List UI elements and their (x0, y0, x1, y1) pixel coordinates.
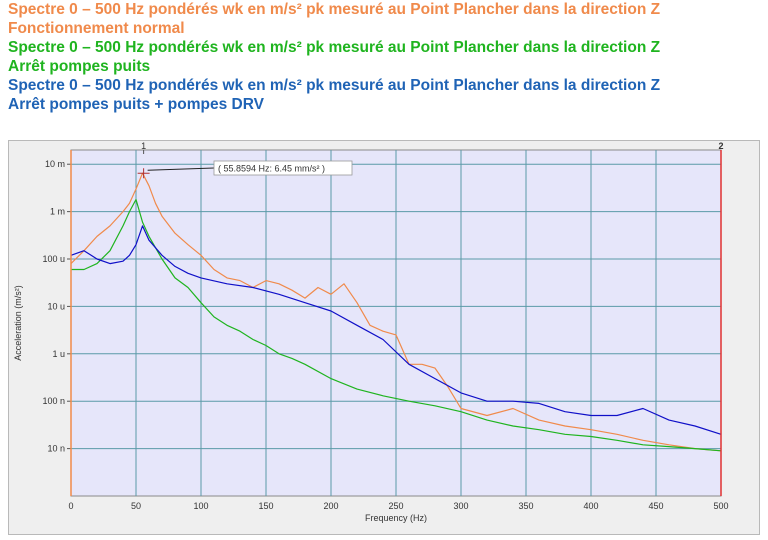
y-tick-label: 1 u (52, 349, 65, 359)
y-tick-label: 10 u (47, 301, 65, 311)
annotation-text: ( 55.8594 Hz: 6.45 mm/s² ) (218, 164, 325, 174)
x-tick-label: 200 (323, 501, 338, 511)
annotation-box (213, 160, 353, 176)
y-tick-label: 1 m (50, 207, 65, 217)
x-tick-label: 250 (388, 501, 403, 511)
annotation-leader (147, 167, 215, 171)
x-tick-label: 100 (193, 501, 208, 511)
y-axis-title: Acceleration (m/s²) (13, 285, 23, 361)
chart-titles: Spectre 0 – 500 Hz pondérés wk en m/s² p… (8, 0, 768, 114)
series-line-1 (71, 198, 722, 452)
title-pumps-off-line1: Spectre 0 – 500 Hz pondérés wk en m/s² p… (8, 39, 661, 56)
y-tick-label: 10 n (47, 444, 65, 454)
x-tick-label: 50 (131, 501, 141, 511)
x-axis-title: Frequency (Hz) (365, 513, 427, 523)
x-tick-label: 150 (258, 501, 273, 511)
x-tick-label: 400 (583, 501, 598, 511)
x-tick-label: 0 (68, 501, 73, 511)
title-pumps-off-line2: Arrêt pompes puits (8, 58, 151, 75)
cursor-1-label: 1 (141, 141, 146, 151)
cursor-2-label: 2 (718, 141, 723, 151)
x-tick-label: 450 (648, 501, 663, 511)
title-normal-line1: Spectre 0 – 500 Hz pondérés wk en m/s² p… (8, 1, 661, 18)
x-tick-label: 500 (713, 501, 728, 511)
title-normal-line2: Fonctionnement normal (8, 20, 185, 37)
title-pumps-drv-off-line2: Arrêt pompes puits + pompes DRV (8, 96, 264, 113)
y-tick-label: 10 m (45, 159, 65, 169)
spectrum-chart: 0 50 100 150 200 250 300 350 400 450 500 10 m 1 m 100… (13, 141, 729, 523)
x-tick-label: 300 (453, 501, 468, 511)
title-pumps-drv-off-line1: Spectre 0 – 500 Hz pondérés wk en m/s² p… (8, 77, 661, 94)
series-line-2 (70, 225, 722, 435)
y-tick-label: 100 u (42, 254, 65, 264)
x-tick-label: 350 (518, 501, 533, 511)
y-tick-label: 100 n (42, 396, 65, 406)
chart-frame: 0 50 100 150 200 250 300 350 400 450 500 10 m 1 m 100… (8, 140, 760, 535)
